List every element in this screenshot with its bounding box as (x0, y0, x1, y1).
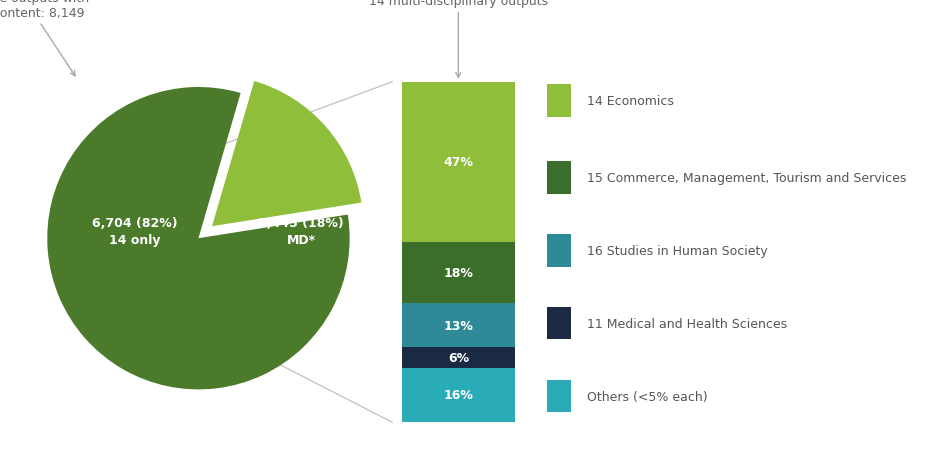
Bar (547, 162, 570, 194)
Text: 14 Economics: 14 Economics (586, 95, 673, 108)
Text: 16 Studies in Human Society: 16 Studies in Human Society (586, 244, 767, 257)
Wedge shape (211, 82, 361, 227)
Bar (402, 347, 514, 368)
Text: 47%: 47% (443, 156, 473, 169)
Bar (402, 242, 514, 303)
Text: Apportioned content of
14 multi-disciplinary outputs: Apportioned content of 14 multi-discipli… (368, 0, 548, 78)
Text: 16%: 16% (443, 389, 473, 402)
Bar (547, 308, 570, 340)
Bar (402, 83, 514, 242)
Text: Others (<5% each): Others (<5% each) (586, 390, 707, 403)
Bar (402, 368, 514, 422)
Text: 11 Medical and Health Sciences: 11 Medical and Health Sciences (586, 317, 786, 330)
Text: 13%: 13% (443, 319, 473, 332)
Text: 6,704 (82%)
14 only: 6,704 (82%) 14 only (92, 216, 177, 246)
Text: 6%: 6% (447, 351, 468, 364)
Text: 15 Commerce, Management, Tourism and Services: 15 Commerce, Management, Tourism and Ser… (586, 172, 905, 185)
Bar (547, 235, 570, 267)
Bar (402, 303, 514, 347)
Bar (547, 380, 570, 412)
Bar (547, 85, 570, 118)
Wedge shape (47, 88, 349, 390)
Text: 18%: 18% (443, 266, 473, 280)
Text: 1,445 (18%)
MD*: 1,445 (18%) MD* (258, 216, 344, 246)
Text: Whole outputs with
14 content: 8,149: Whole outputs with 14 content: 8,149 (0, 0, 89, 77)
